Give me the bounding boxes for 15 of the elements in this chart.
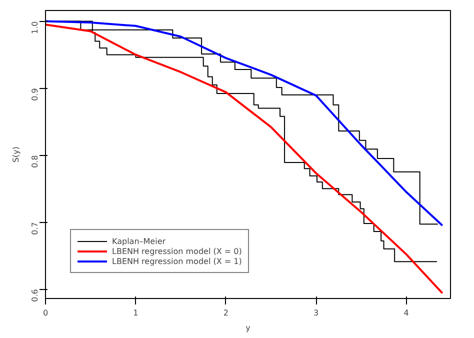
x-tick-label: 3 — [314, 308, 319, 318]
y-tick-label: 0.8 — [30, 155, 40, 168]
legend-label: LBENH regression model (X = 0) — [112, 246, 242, 256]
y-axis-title: S(y) — [12, 146, 20, 163]
x-tick-label: 0 — [42, 308, 48, 318]
x-tick-label: 1 — [133, 308, 138, 318]
legend-label: Kaplan–Meier — [112, 236, 166, 246]
x-tick-label: 4 — [404, 308, 409, 318]
x-axis-title: y — [246, 324, 251, 332]
x-tick-label: 2 — [223, 308, 228, 318]
y-tick-label: 0.9 — [30, 88, 40, 101]
y-tick-label: 1.0 — [30, 21, 40, 34]
y-tick-label: 0.7 — [30, 222, 40, 235]
legend-label: LBENH regression model (X = 1) — [112, 256, 242, 266]
y-tick-label: 0.6 — [30, 289, 40, 302]
